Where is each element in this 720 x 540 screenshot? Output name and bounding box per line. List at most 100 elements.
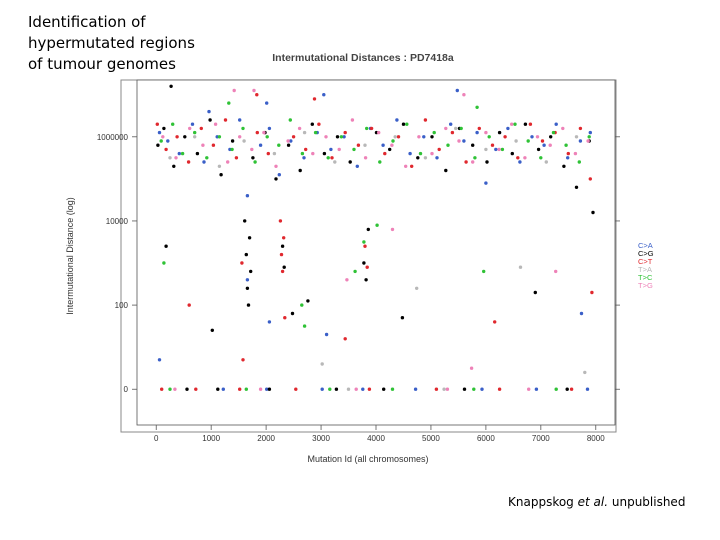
- data-point-T-to-G: [250, 147, 254, 152]
- credit-author: Knappskog: [508, 495, 574, 509]
- data-point-T-to-G: [445, 387, 450, 391]
- data-point-T-to-G: [457, 139, 461, 143]
- data-point-T-to-C: [300, 151, 305, 156]
- data-point-T-to-G: [213, 122, 218, 126]
- credit-etal: et al.: [577, 495, 609, 509]
- data-point-C-to-A: [324, 332, 329, 337]
- data-point-T-to-G: [173, 387, 177, 391]
- data-point-C-to-T: [240, 261, 244, 265]
- data-point-T-to-G: [430, 151, 434, 156]
- data-point-C-to-A: [361, 387, 365, 391]
- data-point-C-to-G: [485, 160, 489, 164]
- data-point-C-to-T: [369, 126, 374, 131]
- data-point-T-to-C: [475, 105, 479, 110]
- data-point-T-to-A: [454, 126, 458, 131]
- data-point-T-to-C: [365, 126, 369, 131]
- data-point-T-to-C: [326, 156, 330, 160]
- data-point-C-to-T: [569, 387, 574, 391]
- data-point-C-to-G: [162, 126, 166, 131]
- data-points: [155, 84, 595, 391]
- data-point-C-to-T: [566, 151, 570, 156]
- data-point-T-to-C: [526, 139, 530, 143]
- data-point-T-to-A: [363, 143, 367, 147]
- data-point-T-to-C: [241, 126, 245, 131]
- data-point-T-to-C: [162, 261, 166, 265]
- data-point-C-to-T: [540, 139, 545, 143]
- data-point-T-to-A: [583, 370, 587, 375]
- data-point-C-to-T: [343, 337, 347, 341]
- data-point-T-to-A: [484, 147, 488, 152]
- data-point-T-to-G: [548, 143, 552, 147]
- y-tick-label: 1000000: [97, 133, 129, 142]
- data-point-T-to-C: [168, 387, 172, 391]
- legend-entry: T>C: [638, 273, 653, 282]
- data-point-T-to-C: [277, 143, 281, 147]
- data-point-T-to-G: [535, 135, 540, 139]
- data-point-T-to-G: [252, 88, 256, 93]
- data-point-T-to-C: [230, 147, 234, 152]
- data-point-C-to-T: [464, 160, 468, 164]
- data-point-T-to-G: [274, 164, 278, 168]
- data-point-C-to-T: [160, 387, 164, 391]
- data-point-T-to-C: [193, 130, 197, 135]
- data-point-T-to-G: [324, 135, 328, 139]
- data-point-T-to-G: [258, 387, 263, 391]
- data-point-T-to-G: [297, 126, 302, 131]
- data-point-T-to-A: [514, 139, 518, 143]
- x-tick-label: 4000: [367, 434, 385, 443]
- data-point-C-to-T: [155, 122, 159, 126]
- data-point-C-to-A: [554, 122, 558, 126]
- x-tick-label: 6000: [477, 434, 495, 443]
- data-point-C-to-G: [208, 118, 212, 122]
- data-point-T-to-G: [354, 387, 358, 391]
- data-point-C-to-T: [367, 387, 372, 391]
- credit-status: unpublished: [611, 495, 686, 509]
- data-point-T-to-G: [174, 156, 178, 160]
- data-point-C-to-G: [382, 387, 386, 391]
- data-point-C-to-A: [320, 387, 324, 391]
- data-point-C-to-A: [355, 164, 359, 168]
- data-point-C-to-G: [574, 185, 579, 189]
- data-point-T-to-C: [353, 269, 357, 274]
- data-point-C-to-G: [230, 139, 235, 143]
- data-point-T-to-G: [444, 126, 448, 131]
- data-point-C-to-A: [265, 101, 269, 105]
- data-point-T-to-C: [362, 240, 366, 244]
- data-point-C-to-A: [413, 387, 418, 391]
- data-point-C-to-T: [211, 143, 216, 147]
- x-axis: 0 1000 2000 3000 4000 5000 6000 7000 8000: [154, 425, 605, 443]
- data-point-T-to-G: [161, 135, 165, 139]
- data-point-T-to-G: [497, 147, 501, 152]
- data-point-T-to-A: [423, 156, 428, 160]
- slide-title-line-1: Identification of: [28, 13, 146, 31]
- data-point-C-to-G: [497, 130, 502, 135]
- data-point-C-to-G: [249, 269, 253, 274]
- data-point-T-to-G: [201, 143, 205, 147]
- data-point-T-to-G: [226, 160, 230, 164]
- data-point-T-to-C: [217, 135, 222, 139]
- data-point-C-to-G: [565, 387, 569, 391]
- data-point-C-to-T: [238, 387, 242, 391]
- chart-title: Intermutational Distances : PD7418a: [272, 52, 454, 64]
- data-point-T-to-G: [471, 160, 475, 164]
- data-point-T-to-C: [180, 151, 185, 156]
- data-point-C-to-T: [434, 387, 439, 391]
- y-tick-label: 100: [115, 301, 129, 310]
- data-point-T-to-G: [311, 151, 315, 156]
- y-tick-label: 10000: [106, 217, 129, 226]
- data-point-C-to-G: [471, 143, 475, 147]
- data-point-C-to-T: [330, 156, 334, 160]
- slide-title-line-2: hypermutated regions: [28, 34, 195, 52]
- data-point-C-to-T: [503, 135, 507, 139]
- data-point-C-to-A: [322, 93, 326, 97]
- data-point-T-to-A: [320, 362, 324, 366]
- data-point-T-to-G: [390, 227, 395, 232]
- data-point-T-to-C: [171, 122, 175, 126]
- data-point-T-to-C: [159, 139, 163, 143]
- data-point-C-to-T: [223, 118, 228, 122]
- data-point-C-to-A: [534, 387, 539, 391]
- data-point-T-to-C: [375, 223, 379, 227]
- x-tick-label: 7000: [532, 434, 550, 443]
- data-point-C-to-T: [282, 236, 286, 240]
- data-point-T-to-G: [510, 122, 514, 126]
